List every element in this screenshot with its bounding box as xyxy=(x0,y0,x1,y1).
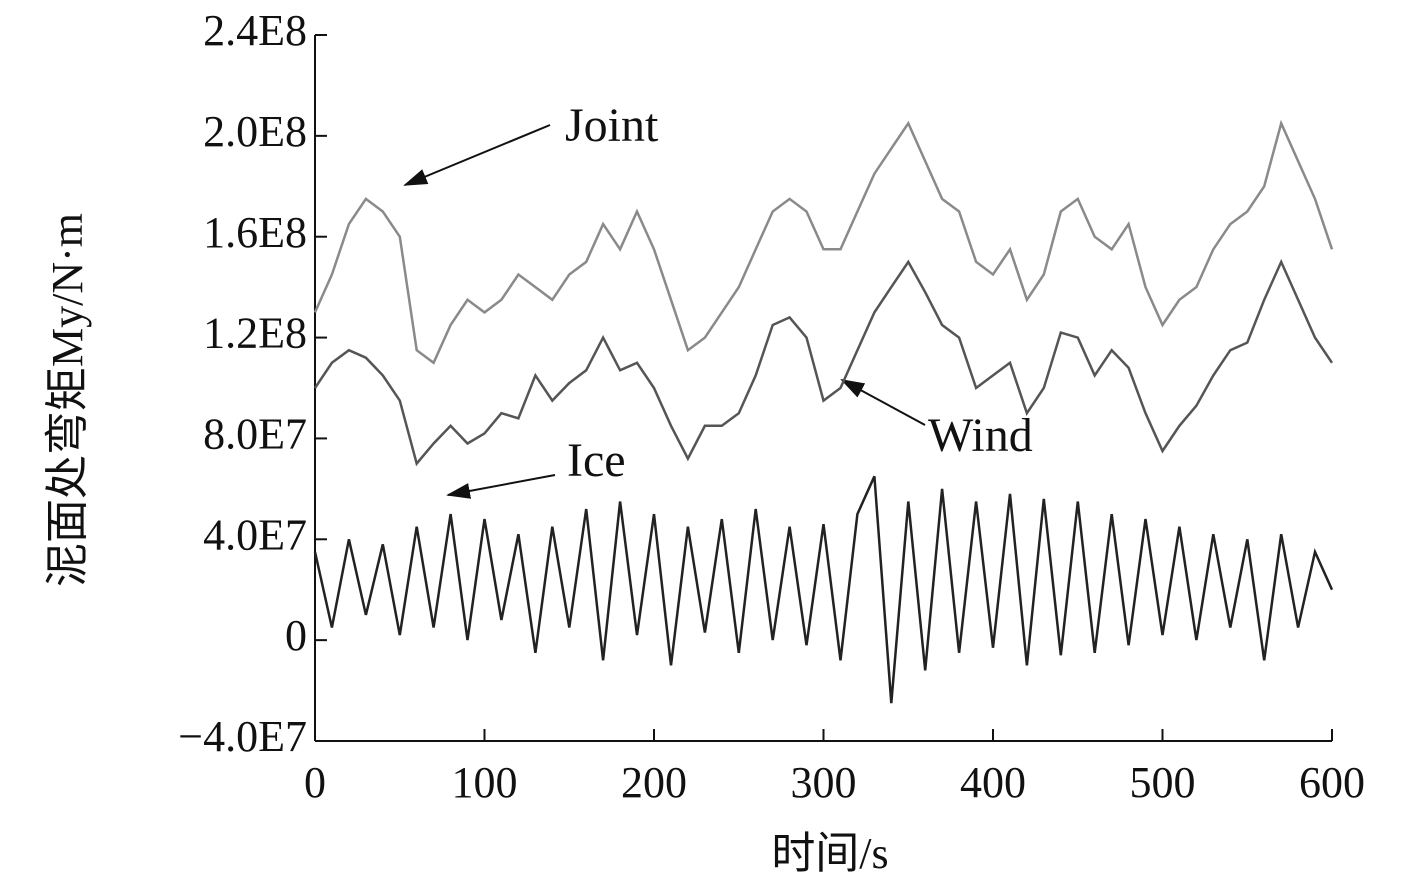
x-tick-label: 0 xyxy=(304,758,326,807)
y-tick-label: 1.6E8 xyxy=(203,208,307,257)
y-tick-label: 8.0E7 xyxy=(203,410,307,459)
series-line xyxy=(313,119,1334,365)
x-tick-label: 100 xyxy=(452,758,518,807)
y-tick-label: 0 xyxy=(285,611,307,660)
annotation: Wind xyxy=(928,409,1033,462)
annotation: Ice xyxy=(567,434,626,487)
y-tick-label: 2.4E8 xyxy=(203,6,307,55)
arrow xyxy=(840,379,926,426)
y-tick-label: 1.2E8 xyxy=(203,309,307,358)
series-line xyxy=(313,475,1334,704)
arrow xyxy=(403,124,551,186)
x-tick-label: 200 xyxy=(621,758,687,807)
x-tick-label: 300 xyxy=(791,758,857,807)
x-tick-label: 500 xyxy=(1130,758,1196,807)
y-axis-label: 泥面处弯矩My/N·m xyxy=(43,213,92,587)
y-tick-label: 2.0E8 xyxy=(203,107,307,156)
x-tick-label: 400 xyxy=(960,758,1026,807)
x-axis-label: 时间/s xyxy=(771,829,888,878)
annotation: Joint xyxy=(565,99,659,152)
y-tick-label: 4.0E7 xyxy=(203,510,307,559)
x-tick-label: 600 xyxy=(1299,758,1365,807)
series-line xyxy=(313,258,1334,467)
arrow xyxy=(446,474,556,499)
y-tick-label: −4.0E7 xyxy=(178,712,307,761)
